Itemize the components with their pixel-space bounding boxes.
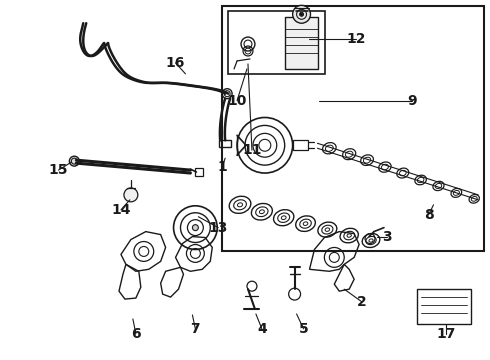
Text: 6: 6: [131, 327, 141, 341]
Text: 7: 7: [191, 322, 200, 336]
Text: 1: 1: [217, 160, 227, 174]
Bar: [228, 11, 325, 74]
Text: 17: 17: [437, 327, 456, 341]
Text: 16: 16: [166, 56, 185, 70]
Circle shape: [124, 188, 138, 202]
Bar: [196, 168, 203, 176]
Text: 10: 10: [227, 94, 247, 108]
Text: 9: 9: [407, 94, 416, 108]
Text: 8: 8: [424, 208, 434, 222]
Text: 5: 5: [299, 322, 308, 336]
Text: 11: 11: [242, 143, 262, 157]
Bar: [219, 140, 231, 147]
Circle shape: [293, 5, 311, 23]
Text: 4: 4: [257, 322, 267, 336]
Circle shape: [193, 225, 198, 231]
Text: 12: 12: [346, 32, 366, 46]
Bar: [285, 17, 318, 69]
Circle shape: [299, 12, 303, 16]
Bar: [293, 140, 308, 150]
Circle shape: [70, 156, 79, 166]
Bar: [222, 6, 484, 251]
Text: 14: 14: [111, 203, 131, 217]
Text: 13: 13: [209, 221, 228, 235]
Text: 2: 2: [357, 295, 367, 309]
Bar: [416, 289, 471, 324]
Text: 3: 3: [382, 230, 392, 244]
Text: 15: 15: [49, 163, 68, 177]
